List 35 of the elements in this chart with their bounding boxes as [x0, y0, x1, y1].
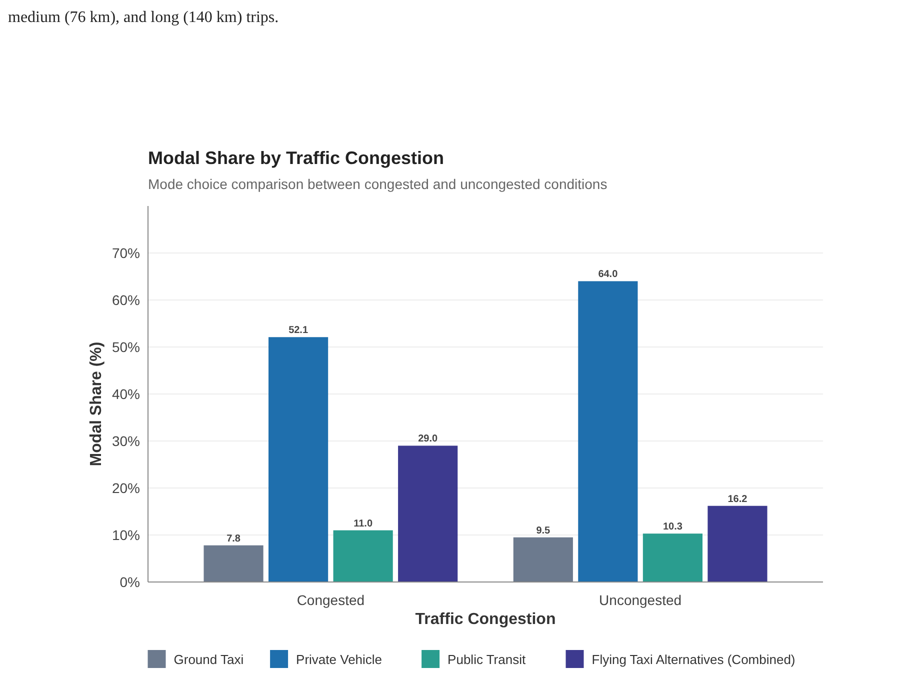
- data-label: 7.8: [226, 533, 241, 544]
- y-tick-label: 20%: [112, 480, 140, 496]
- data-label: 29.0: [418, 434, 438, 445]
- bar: [578, 281, 638, 582]
- y-tick-label: 40%: [112, 386, 140, 402]
- bar: [333, 530, 393, 582]
- bar: [398, 446, 458, 582]
- x-tick-label: Uncongested: [599, 592, 682, 608]
- y-tick-label: 50%: [112, 339, 140, 355]
- y-tick-label: 10%: [112, 527, 140, 543]
- x-tick-label: Congested: [296, 592, 365, 608]
- data-label: 9.5: [536, 525, 551, 536]
- data-label: 10.3: [662, 522, 683, 533]
- bar: [268, 337, 328, 582]
- chart-title: Modal Share by Traffic Congestion: [148, 148, 444, 168]
- y-tick-label: 70%: [112, 245, 140, 261]
- data-label: 64.0: [598, 269, 618, 280]
- legend-label: Public Transit: [448, 652, 526, 667]
- bar: [513, 537, 573, 582]
- bar: [642, 534, 702, 582]
- chart-subtitle: Mode choice comparison between congested and uncongested conditions: [148, 176, 608, 192]
- data-label: 16.2: [728, 494, 748, 505]
- legend-label: Ground Taxi: [174, 652, 244, 667]
- data-label: 52.1: [288, 325, 308, 336]
- legend-label: Private Vehicle: [296, 652, 382, 667]
- bar: [204, 545, 264, 582]
- bar: [708, 506, 768, 582]
- y-axis-title: Modal Share (%): [88, 342, 105, 466]
- data-label: 11.0: [354, 518, 373, 530]
- y-tick-label: 0%: [120, 574, 140, 590]
- x-axis-title: Traffic Congestion: [415, 611, 556, 628]
- text: medium (76 km), and long (140 km) trips.: [8, 9, 279, 26]
- y-tick-label: 60%: [112, 292, 140, 308]
- legend-label: Flying Taxi Alternatives (Combined): [592, 652, 796, 667]
- y-tick-label: 30%: [112, 433, 140, 449]
